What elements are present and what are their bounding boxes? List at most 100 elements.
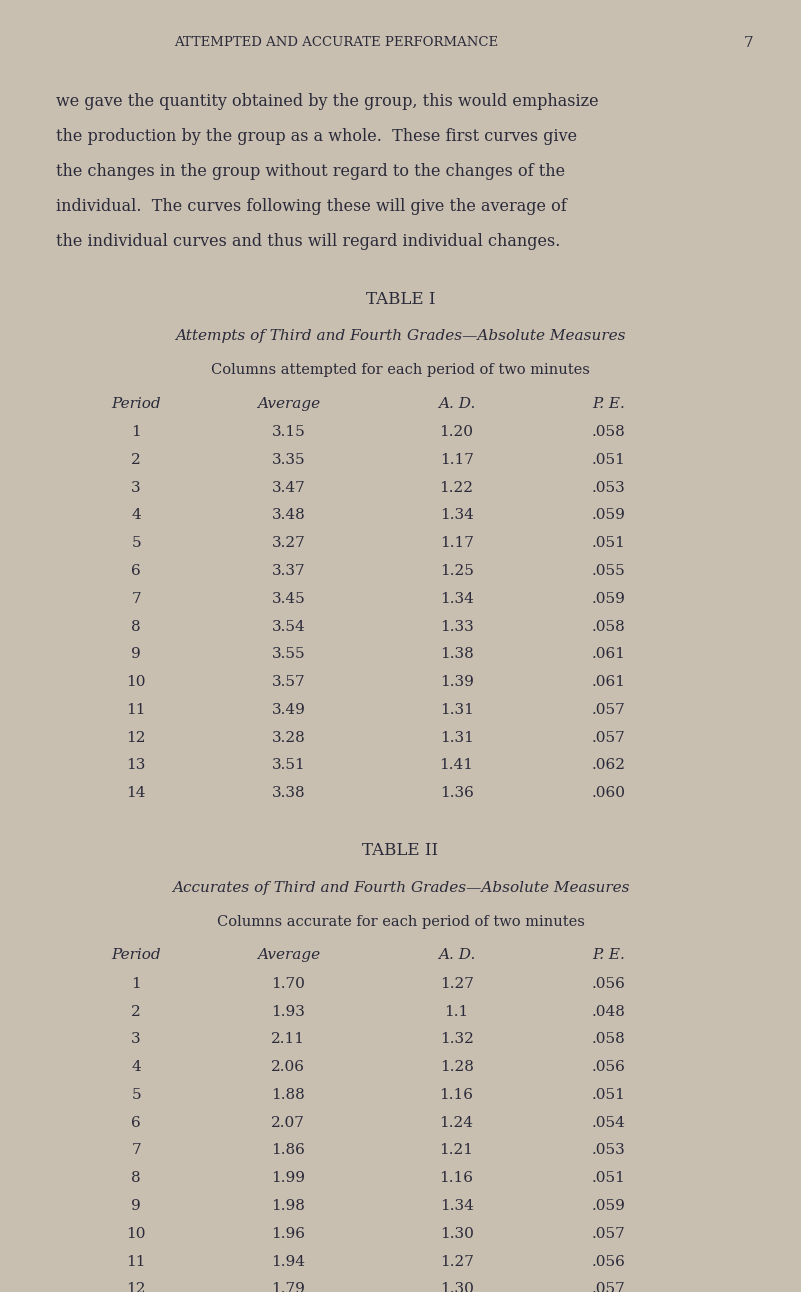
Text: 7: 7 xyxy=(131,1143,141,1158)
Text: 12: 12 xyxy=(127,1282,146,1292)
Text: 1.94: 1.94 xyxy=(272,1255,305,1269)
Text: 1.41: 1.41 xyxy=(440,758,473,773)
Text: 2.11: 2.11 xyxy=(272,1032,305,1047)
Text: 1.99: 1.99 xyxy=(272,1172,305,1185)
Text: .051: .051 xyxy=(592,536,626,550)
Text: 4: 4 xyxy=(131,508,141,522)
Text: Attempts of Third and Fourth Grades—Absolute Measures: Attempts of Third and Fourth Grades—Abso… xyxy=(175,329,626,344)
Text: .060: .060 xyxy=(592,786,626,800)
Text: .062: .062 xyxy=(592,758,626,773)
Text: 3.55: 3.55 xyxy=(272,647,305,662)
Text: Accurates of Third and Fourth Grades—Absolute Measures: Accurates of Third and Fourth Grades—Abs… xyxy=(171,881,630,895)
Text: A. D.: A. D. xyxy=(438,948,475,963)
Text: P. E.: P. E. xyxy=(592,948,626,963)
Text: .061: .061 xyxy=(592,674,626,689)
Text: 3.37: 3.37 xyxy=(272,563,305,578)
Text: the individual curves and thus will regard individual changes.: the individual curves and thus will rega… xyxy=(56,233,561,249)
Text: 1.34: 1.34 xyxy=(440,1199,473,1213)
Text: 3.47: 3.47 xyxy=(272,481,305,495)
Text: 3: 3 xyxy=(131,1032,141,1047)
Text: .057: .057 xyxy=(592,1282,626,1292)
Text: 8: 8 xyxy=(131,1172,141,1185)
Text: .053: .053 xyxy=(592,481,626,495)
Text: the production by the group as a whole.  These first curves give: the production by the group as a whole. … xyxy=(56,128,578,145)
Text: 1.16: 1.16 xyxy=(440,1088,473,1102)
Text: 4: 4 xyxy=(131,1059,141,1074)
Text: TABLE II: TABLE II xyxy=(362,842,439,859)
Text: 1.33: 1.33 xyxy=(440,619,473,633)
Text: 1.39: 1.39 xyxy=(440,674,473,689)
Text: .057: .057 xyxy=(592,703,626,717)
Text: .059: .059 xyxy=(592,1199,626,1213)
Text: 1.98: 1.98 xyxy=(272,1199,305,1213)
Text: 1.86: 1.86 xyxy=(272,1143,305,1158)
Text: 3.35: 3.35 xyxy=(272,453,305,466)
Text: 1: 1 xyxy=(131,977,141,991)
Text: P. E.: P. E. xyxy=(592,397,626,411)
Text: .059: .059 xyxy=(592,508,626,522)
Text: ATTEMPTED AND ACCURATE PERFORMANCE: ATTEMPTED AND ACCURATE PERFORMANCE xyxy=(175,36,498,49)
Text: TABLE I: TABLE I xyxy=(366,291,435,307)
Text: 1.20: 1.20 xyxy=(440,425,473,439)
Text: 3.57: 3.57 xyxy=(272,674,305,689)
Text: 1.24: 1.24 xyxy=(440,1116,473,1129)
Text: 2: 2 xyxy=(131,1005,141,1018)
Text: 8: 8 xyxy=(131,619,141,633)
Text: Period: Period xyxy=(111,948,161,963)
Text: Columns attempted for each period of two minutes: Columns attempted for each period of two… xyxy=(211,363,590,377)
Text: 14: 14 xyxy=(127,786,146,800)
Text: 3: 3 xyxy=(131,481,141,495)
Text: 1.34: 1.34 xyxy=(440,592,473,606)
Text: Average: Average xyxy=(257,397,320,411)
Text: .054: .054 xyxy=(592,1116,626,1129)
Text: .051: .051 xyxy=(592,453,626,466)
Text: 3.49: 3.49 xyxy=(272,703,305,717)
Text: 1.30: 1.30 xyxy=(440,1227,473,1240)
Text: .058: .058 xyxy=(592,425,626,439)
Text: we gave the quantity obtained by the group, this would emphasize: we gave the quantity obtained by the gro… xyxy=(56,93,598,110)
Text: 1.79: 1.79 xyxy=(272,1282,305,1292)
Text: 1.96: 1.96 xyxy=(272,1227,305,1240)
Text: 1.93: 1.93 xyxy=(272,1005,305,1018)
Text: 3.27: 3.27 xyxy=(272,536,305,550)
Text: 1.17: 1.17 xyxy=(440,536,473,550)
Text: 7: 7 xyxy=(744,36,754,50)
Text: 3.51: 3.51 xyxy=(272,758,305,773)
Text: .057: .057 xyxy=(592,1227,626,1240)
Text: 1.31: 1.31 xyxy=(440,730,473,744)
Text: individual.  The curves following these will give the average of: individual. The curves following these w… xyxy=(56,198,567,214)
Text: .048: .048 xyxy=(592,1005,626,1018)
Text: 7: 7 xyxy=(131,592,141,606)
Text: 1.25: 1.25 xyxy=(440,563,473,578)
Text: 1.32: 1.32 xyxy=(440,1032,473,1047)
Text: 1.36: 1.36 xyxy=(440,786,473,800)
Text: 2.07: 2.07 xyxy=(272,1116,305,1129)
Text: Period: Period xyxy=(111,397,161,411)
Text: .056: .056 xyxy=(592,1059,626,1074)
Text: 1.21: 1.21 xyxy=(440,1143,473,1158)
Text: 3.48: 3.48 xyxy=(272,508,305,522)
Text: A. D.: A. D. xyxy=(438,397,475,411)
Text: .056: .056 xyxy=(592,977,626,991)
Text: 1.17: 1.17 xyxy=(440,453,473,466)
Text: .051: .051 xyxy=(592,1088,626,1102)
Text: 1.1: 1.1 xyxy=(445,1005,469,1018)
Text: Columns accurate for each period of two minutes: Columns accurate for each period of two … xyxy=(216,915,585,929)
Text: 2.06: 2.06 xyxy=(272,1059,305,1074)
Text: 13: 13 xyxy=(127,758,146,773)
Text: 3.54: 3.54 xyxy=(272,619,305,633)
Text: 1.88: 1.88 xyxy=(272,1088,305,1102)
Text: 2: 2 xyxy=(131,453,141,466)
Text: 10: 10 xyxy=(127,1227,146,1240)
Text: 1.31: 1.31 xyxy=(440,703,473,717)
Text: 1.27: 1.27 xyxy=(440,977,473,991)
Text: 3.15: 3.15 xyxy=(272,425,305,439)
Text: 12: 12 xyxy=(127,730,146,744)
Text: 1.30: 1.30 xyxy=(440,1282,473,1292)
Text: .059: .059 xyxy=(592,592,626,606)
Text: .057: .057 xyxy=(592,730,626,744)
Text: 6: 6 xyxy=(131,563,141,578)
Text: .053: .053 xyxy=(592,1143,626,1158)
Text: .056: .056 xyxy=(592,1255,626,1269)
Text: 10: 10 xyxy=(127,674,146,689)
